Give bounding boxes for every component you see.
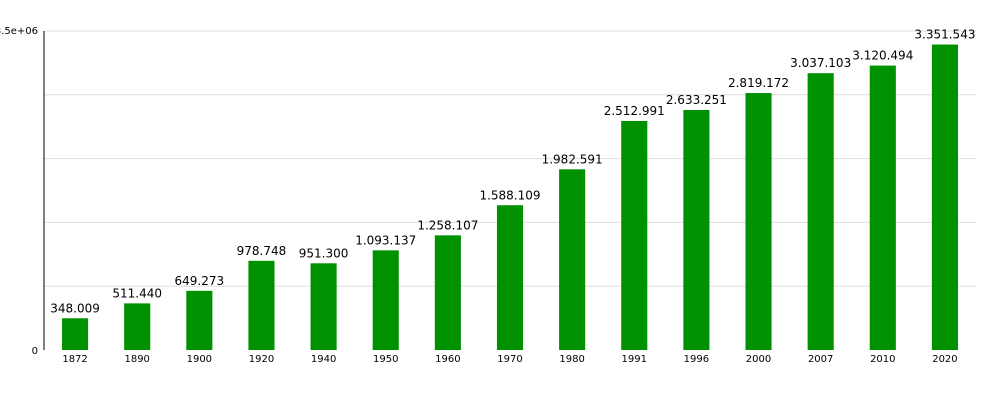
y-tick-labels: 0 3.5e+06: [0, 26, 38, 357]
x-tick-2020: 2020: [932, 354, 957, 365]
value-label-2010: 3.120.494: [852, 49, 913, 63]
value-label-1900: 649.273: [175, 274, 225, 288]
bar-1920: [248, 260, 275, 350]
x-tick-1950: 1950: [373, 354, 398, 365]
value-label-2020: 3.351.543: [914, 28, 975, 42]
x-tick-1980: 1980: [559, 354, 584, 365]
bar-1996: [683, 109, 710, 350]
x-tick-labels: 1872 1890 1900 1920 1940 1950 1960 1970 1980 1991…: [62, 354, 957, 365]
x-tick-1970: 1970: [497, 354, 522, 365]
x-tick-1900: 1900: [187, 354, 212, 365]
value-label-1960: 1.258.107: [417, 218, 478, 232]
bar-1940: [310, 263, 337, 350]
bar-1980: [559, 169, 586, 350]
value-label-1940: 951.300: [299, 246, 349, 260]
y-tick-max: 3.5e+06: [0, 26, 38, 37]
x-tick-2010: 2010: [870, 354, 895, 365]
x-tick-1940: 1940: [311, 354, 336, 365]
value-label-1890: 511.440: [112, 286, 162, 300]
bar-1890: [124, 303, 151, 350]
bar-1950: [372, 250, 399, 350]
bar-1900: [186, 290, 213, 350]
value-label-1980: 1.982.591: [542, 152, 603, 166]
value-label-1872: 348.009: [50, 301, 100, 315]
bar-1970: [496, 205, 524, 350]
value-label-1970: 1.588.109: [479, 188, 540, 202]
bar-1872: [62, 318, 89, 350]
value-label-2007: 3.037.103: [790, 56, 851, 70]
x-tick-1991: 1991: [622, 354, 647, 365]
x-tick-1890: 1890: [124, 354, 149, 365]
bar-2000: [745, 93, 772, 350]
x-tick-1920: 1920: [249, 354, 274, 365]
bar-1960: [434, 235, 461, 350]
bar-2020: [931, 44, 958, 351]
bars: [62, 44, 958, 351]
x-tick-2000: 2000: [746, 354, 771, 365]
x-tick-1872: 1872: [62, 354, 87, 365]
x-tick-1996: 1996: [684, 354, 709, 365]
bar-2010: [869, 65, 896, 350]
y-tick-min: 0: [32, 346, 38, 357]
value-labels: 348.009 511.440 649.273 978.748 951.300 1.093…: [50, 28, 975, 316]
value-label-1950: 1.093.137: [355, 233, 416, 247]
x-tick-2007: 2007: [808, 354, 833, 365]
value-label-1920: 978.748: [237, 244, 287, 258]
bar-1991: [621, 120, 648, 350]
value-label-1996: 2.633.251: [666, 93, 727, 107]
value-label-1991: 2.512.991: [604, 104, 665, 118]
bar-2007: [807, 73, 834, 350]
value-label-2000: 2.819.172: [728, 76, 789, 90]
x-tick-1960: 1960: [435, 354, 460, 365]
